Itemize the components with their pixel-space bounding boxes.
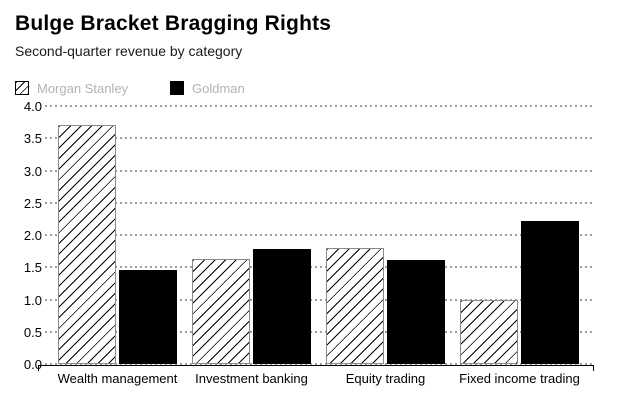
legend-item-goldman: Goldman — [170, 81, 245, 96]
gridline-1.0 — [45, 298, 595, 301]
chart-title: Bulge Bracket Bragging Rights — [15, 12, 332, 35]
x-axis-category-label-fixed-income-trading: Fixed income trading — [459, 371, 580, 386]
y-axis-tick-label-3.0: 3.0 — [23, 163, 42, 179]
legend-label-goldman: Goldman — [192, 80, 245, 96]
x-axis-left-cap — [38, 365, 39, 371]
y-axis-tick-label-0.0: 0.0 — [23, 357, 42, 372]
y-axis-tick-label-0.5: 0.5 — [23, 324, 42, 340]
legend-label-morgan-stanley: Morgan Stanley — [37, 80, 129, 96]
gridline-3.5 — [45, 137, 595, 140]
bar-morgan-stanley-wealth-management — [58, 125, 116, 364]
x-axis-right-cap — [593, 365, 594, 371]
bar-goldman-investment-banking — [253, 248, 311, 364]
gridline-3.0 — [45, 169, 595, 172]
bar-morgan-stanley-equity-trading — [326, 247, 384, 364]
y-axis-tick-label-3.5: 3.5 — [23, 131, 42, 147]
x-axis-baseline — [38, 365, 594, 366]
y-axis-tick-label-1.0: 1.0 — [23, 292, 42, 308]
bar-goldman-wealth-management — [119, 270, 177, 364]
chart-subtitle: Second-quarter revenue by category — [15, 43, 243, 59]
y-axis-tick-label-1.5: 1.5 — [23, 260, 42, 276]
morgan-stanley-hatched-swatch-icon — [15, 81, 29, 95]
goldman-solid-swatch-icon — [170, 81, 184, 95]
gridline-1.5 — [45, 266, 595, 269]
bar-goldman-equity-trading — [387, 259, 445, 364]
gridline-2.5 — [45, 201, 595, 204]
y-axis-tick-label-2.0: 2.0 — [23, 228, 42, 243]
bar-morgan-stanley-fixed-income-trading — [460, 299, 518, 364]
bar-morgan-stanley-investment-banking — [192, 258, 250, 364]
y-axis-tick-label-2.5: 2.5 — [23, 195, 42, 211]
legend: Morgan Stanley Goldman — [15, 79, 267, 97]
legend-item-morgan-stanley: Morgan Stanley — [15, 81, 148, 96]
x-axis-category-label-wealth-management: Wealth management — [57, 371, 178, 386]
x-axis-category-label-equity-trading: Equity trading — [345, 371, 426, 386]
gridline-0.0 — [45, 363, 595, 365]
gridline-2.0 — [45, 234, 595, 236]
bar-goldman-fixed-income-trading — [521, 221, 579, 364]
gridline-0.5 — [45, 330, 595, 333]
gridline-4.0 — [45, 105, 595, 107]
x-axis-category-label-investment-banking: Investment banking — [195, 371, 308, 386]
y-axis-tick-label-4.0: 4.0 — [23, 99, 42, 114]
